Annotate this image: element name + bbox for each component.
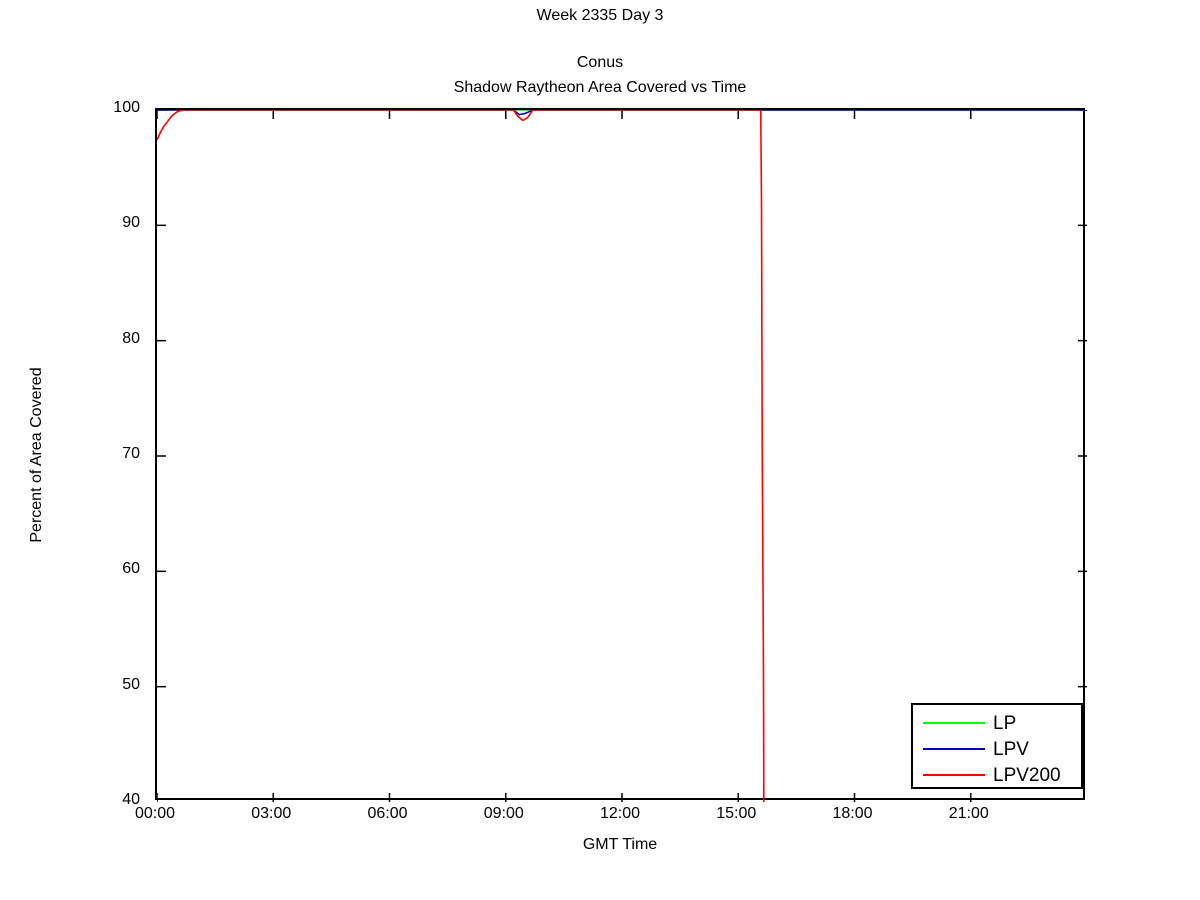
legend-swatch-lpv200-icon	[923, 774, 985, 776]
y-tick-label-60: 60	[122, 560, 140, 578]
legend-swatch-lpv-icon	[923, 748, 985, 750]
legend-label-lp: LP	[993, 712, 1017, 734]
x-axis-title: GMT Time	[582, 836, 658, 853]
legend-label-lpv: LPV	[993, 738, 1029, 760]
chart-title-line-1: Conus	[576, 54, 624, 71]
plot-canvas	[157, 110, 1087, 802]
x-tick-label-1800: 18:00	[832, 805, 873, 822]
legend-swatch-lp-icon	[923, 722, 985, 724]
y-tick-label-50: 50	[122, 675, 140, 693]
x-tick-label-0600: 06:00	[367, 805, 408, 822]
plot-area	[155, 108, 1087, 802]
legend[interactable]: LP LPV LPV200	[911, 703, 1083, 789]
y-tick-label-40: 40	[122, 791, 140, 808]
data-series-group	[157, 110, 1087, 802]
x-tick-label-0000: 00:00	[134, 805, 176, 822]
x-tick-label-0900: 09:00	[483, 805, 524, 822]
x-tick-label-0300: 03:00	[251, 805, 292, 822]
series-line-lpv	[157, 110, 1087, 116]
series-line-lpv200	[157, 110, 765, 802]
x-tick-label-1200: 12:00	[599, 805, 641, 822]
y-tick-label-70: 70	[122, 445, 140, 462]
y-axis-title: Percent of Area Covered	[28, 367, 45, 543]
x-tick-label-1500: 15:00	[716, 805, 757, 822]
y-tick-label-80: 80	[122, 329, 140, 347]
axis-ticks	[157, 110, 1087, 802]
y-tick-label-100: 100	[113, 99, 140, 116]
chart-title-line-2: Shadow Raytheon Area Covered vs Time	[453, 79, 747, 96]
y-tick-label-90: 90	[122, 214, 140, 232]
legend-item-lpv200[interactable]: LPV200	[913, 761, 1085, 789]
chart-title: Conus Shadow Raytheon Area Covered vs Ti…	[0, 50, 1200, 100]
legend-item-lpv[interactable]: LPV	[913, 735, 1085, 763]
legend-item-lp[interactable]: LP	[913, 709, 1085, 737]
x-tick-label-2100: 21:00	[948, 805, 989, 822]
legend-label-lpv200: LPV200	[993, 764, 1061, 786]
y-axis-tick-labels: 40 50 60 70 80 90 100	[0, 0, 150, 900]
figure-suptitle: Week 2335 Day 3	[536, 7, 664, 24]
